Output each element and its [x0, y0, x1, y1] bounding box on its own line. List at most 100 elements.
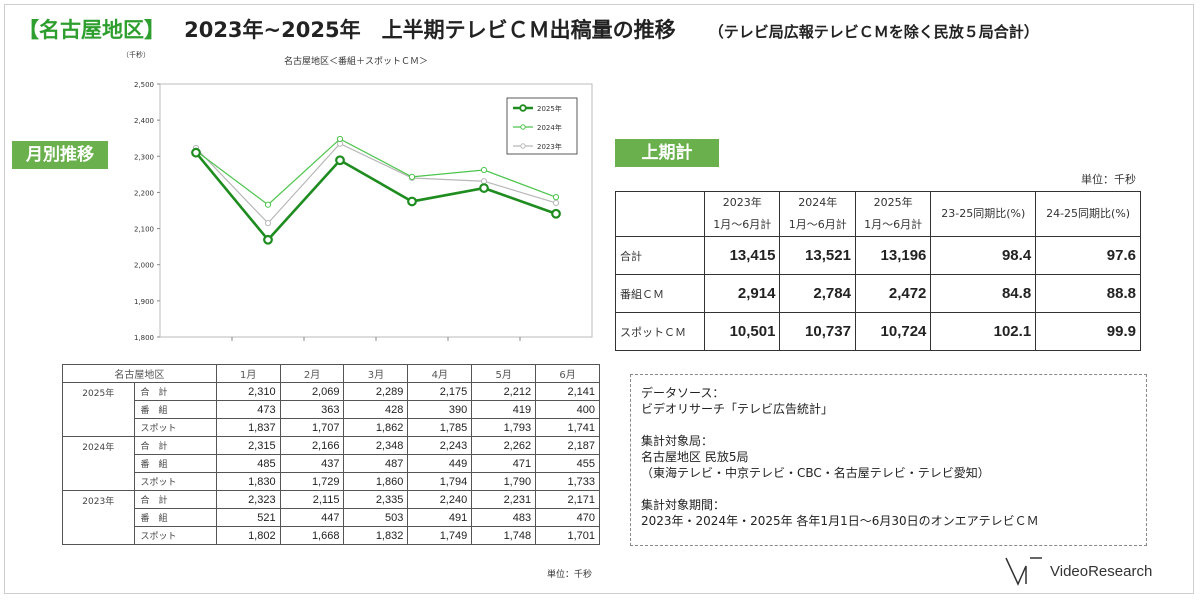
half-value-cell: 13,415 [703, 236, 781, 275]
monthly-table-row: スポット 1,830 1,729 1,860 1,794 1,790 1,733 [63, 472, 600, 491]
data-point [335, 155, 345, 166]
data-point [263, 234, 273, 245]
value-cell: 390 [407, 400, 473, 419]
value-cell: 2,243 [407, 436, 473, 455]
logo-mark-icon [1005, 557, 1042, 586]
value-cell: 2,171 [535, 490, 600, 509]
y-tick-label: 2,500 [134, 81, 154, 89]
monthly-table-row: スポット 1,837 1,707 1,862 1,785 1,793 1,741 [63, 418, 600, 437]
value-cell: 2,187 [535, 436, 600, 455]
source-label: データソース： [641, 386, 725, 400]
half-value-cell: 88.8 [1035, 274, 1141, 313]
y-tick-label: 2,100 [134, 226, 154, 234]
value-cell: 1,832 [343, 526, 409, 545]
half-header: 2025年 1月～6月計 [854, 191, 932, 237]
half-table-header: 2023年 1月～6月計 2024年 1月～6月計 2025年 1月～6月計 23-2… [615, 191, 1141, 237]
half-header-year: 2025年 [873, 196, 913, 209]
data-point [407, 196, 417, 207]
monthly-table: 名古屋地区 1月 2月 3月 4月 5月 6月 2025年合 計 2,310 2,0… [62, 364, 600, 545]
value-cell: 521 [215, 508, 281, 527]
y-tick-label: 1,900 [134, 298, 154, 306]
data-source-box: データソース： ビデオリサーチ「テレビ広告統計」 集計対象局： 名古屋地区 民放… [630, 374, 1147, 546]
line-chart: 名古屋地区＜番組＋スポットＣＭ＞ 1,800 1,900 2,000 2,100 2,20… [134, 55, 593, 342]
category-cell: スポット [133, 472, 217, 491]
value-cell: 1,837 [215, 418, 281, 437]
half-row-label: スポットＣＭ [615, 312, 705, 351]
data-point [479, 183, 489, 193]
logo-text: VideoResearch [1050, 562, 1153, 580]
half-table-row: 番組ＣＭ 2,914 2,784 2,472 84.8 88.8 [615, 274, 1141, 313]
month-header: 6月 [535, 364, 600, 383]
legend-marker [520, 143, 526, 149]
half-header: 2024年 1月～6月計 [779, 191, 856, 237]
value-cell: 2,069 [279, 382, 345, 401]
chart-title: 名古屋地区＜番組＋スポットＣＭ＞ [284, 55, 428, 67]
half-header-range: 1月～6月計 [788, 218, 847, 231]
half-value-cell: 97.6 [1035, 236, 1141, 275]
monthly-corner: 名古屋地区 [62, 364, 217, 383]
value-cell: 2,323 [215, 490, 281, 509]
half-row-label: 番組ＣＭ [615, 274, 705, 313]
half-header: 24-25同期比(%) [1035, 191, 1141, 237]
half-header-year: 2023年 [722, 196, 762, 209]
source-text: ビデオリサーチ「テレビ広告統計」 [641, 402, 834, 416]
value-cell: 1,862 [343, 418, 409, 437]
value-cell: 1,749 [407, 526, 473, 545]
data-point [264, 201, 272, 208]
monthly-unit: 単位：千秒 [547, 570, 593, 580]
period-label: 集計対象期間： [641, 498, 726, 512]
value-cell: 2,141 [535, 382, 600, 401]
data-point [552, 194, 560, 201]
y-tick-label: 2,300 [134, 153, 154, 161]
category-cell: 番 組 [133, 454, 217, 473]
half-year-badge: 上期計 [615, 139, 719, 167]
value-cell: 1,793 [471, 418, 537, 437]
monthly-table-row: 番 組 473 363 428 390 419 400 [63, 400, 600, 419]
half-unit: 単位：千秒 [1081, 173, 1136, 186]
half-header-range: 1月～6月計 [713, 218, 772, 231]
half-table-row: 合計 13,415 13,521 13,196 98.4 97.6 [615, 236, 1141, 275]
data-point [191, 147, 201, 158]
half-table-body: 合計 13,415 13,521 13,196 98.4 97.6 番組ＣＭ 2,914 2,7… [615, 236, 1141, 351]
half-value-cell: 10,501 [703, 312, 781, 351]
half-header: 23-25同期比(%) [930, 191, 1037, 237]
category-cell: 番 組 [133, 400, 217, 419]
half-value-cell: 10,737 [779, 312, 856, 351]
category-cell: 合 計 [133, 436, 217, 455]
half-header-year: 2024年 [798, 196, 838, 209]
value-cell: 1,794 [407, 472, 473, 491]
value-cell: 2,262 [471, 436, 537, 455]
monthly-table-body: 2025年合 計 2,310 2,069 2,289 2,175 2,212 2,141 番 … [62, 382, 600, 545]
data-point [480, 166, 488, 174]
month-header: 3月 [343, 364, 409, 383]
value-cell: 1,802 [215, 526, 281, 545]
data-point [408, 173, 416, 180]
y-tick-label: 2,000 [134, 262, 154, 270]
value-cell: 1,701 [535, 526, 600, 545]
category-cell: 番 組 [133, 508, 217, 527]
value-cell: 447 [279, 508, 345, 527]
year-cell: 2024年 [62, 436, 135, 491]
title-note: （テレビ局広報テレビＣＭを除く民放５局合計） [708, 23, 1039, 41]
monthly-table-row: 番 組 485 437 487 449 471 455 [63, 454, 600, 473]
half-header: 2023年 1月～6月計 [703, 191, 781, 237]
value-cell: 1,668 [279, 526, 345, 545]
value-cell: 2,231 [471, 490, 537, 509]
monthly-table-header: 名古屋地区 1月 2月 3月 4月 5月 6月 [62, 364, 600, 383]
value-cell: 2,310 [215, 382, 281, 401]
stations-label: 集計対象局： [641, 434, 714, 448]
series-line [194, 151, 557, 242]
value-cell: 485 [215, 454, 281, 473]
value-cell: 449 [407, 454, 473, 473]
legend-label: 2025年 [537, 104, 562, 113]
half-row-label: 合計 [615, 236, 705, 275]
data-point [480, 178, 488, 185]
half-header-ratio: 23-25同期比(%) [941, 207, 1026, 220]
legend-marker [520, 124, 526, 130]
half-header-ratio: 24-25同期比(%) [1046, 207, 1131, 220]
half-corner [615, 191, 705, 237]
half-value-cell: 84.8 [930, 274, 1037, 313]
half-value-cell: 2,784 [779, 274, 856, 313]
page-title: 【名古屋地区】 2023年~2025年 上半期テレビＣＭ出稿量の推移 （テレビ局… [18, 14, 1039, 44]
value-cell: 1,830 [215, 472, 281, 491]
